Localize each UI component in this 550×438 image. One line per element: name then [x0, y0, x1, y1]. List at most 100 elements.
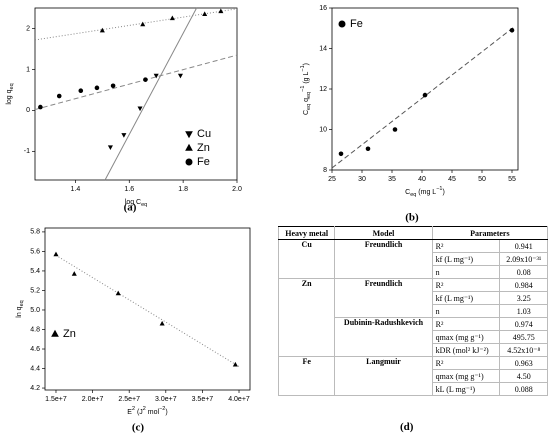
marker	[137, 106, 143, 112]
label-part: ln q	[16, 306, 23, 317]
y-tick-label: 4.2	[30, 385, 40, 392]
parameter-name: kDR (mol² kJ⁻²)	[431, 343, 501, 357]
legend-label: Cu	[197, 128, 211, 140]
metal-cell: Cu	[277, 239, 336, 279]
marker	[121, 133, 127, 138]
parameter-name: R²	[431, 317, 501, 331]
y-tick-label: 2	[26, 25, 30, 32]
marker	[153, 73, 159, 79]
x-tick-label: 45	[448, 176, 456, 183]
parameter-value: 495.75	[499, 330, 548, 344]
table-row: Cu Freundlich R² 0.941	[277, 239, 548, 279]
marker	[202, 11, 208, 16]
legend-marker	[185, 131, 193, 139]
y-tick-label: 5.8	[30, 229, 40, 236]
y-tick-label: 1	[26, 66, 30, 73]
y-tick-label: 10	[319, 126, 327, 133]
legend-marker	[185, 158, 193, 166]
parameter-value: 2.09x10⁻³¹	[499, 252, 548, 266]
x-tick-label: 1.5e+7	[45, 396, 67, 403]
x-tick-label: 35	[388, 176, 396, 183]
fit-line	[55, 254, 240, 368]
plot-frame	[44, 227, 251, 391]
parameter-value: 0.08	[499, 265, 548, 279]
marker	[218, 8, 224, 14]
label-part: mol	[146, 409, 160, 416]
y-tick-label: 5.6	[30, 248, 40, 255]
marker	[159, 320, 165, 326]
label-part: −1	[436, 186, 442, 192]
y-tick-label: 0	[26, 107, 30, 114]
x-tick-label: 2.5e+7	[118, 396, 140, 403]
parameter-value: 4.52x10⁻⁸	[499, 343, 548, 357]
fit-line	[34, 54, 238, 111]
y-axis-label: ln qeq	[16, 300, 26, 317]
marker	[78, 88, 84, 94]
marker	[115, 290, 121, 296]
marker	[232, 361, 238, 367]
parameter-value: 0.963	[499, 356, 548, 370]
y-tick-label: 5.4	[30, 268, 40, 275]
marker	[71, 271, 77, 276]
y-axis-label: Ceq qeq−1 (g L−1)	[300, 63, 312, 115]
model-cell: Langmuir	[334, 356, 433, 396]
parameter-value: 0.941	[499, 239, 548, 253]
x-axis-label: Ceq (mg L−1)	[405, 186, 445, 198]
legend-label: Fe	[350, 18, 363, 30]
parameter-name: kL (L mg⁻¹)	[431, 382, 501, 396]
y-tick-label: 12	[319, 86, 327, 93]
label-part: )	[442, 189, 444, 196]
table-row: kL (L mg⁻¹) 0.088	[279, 382, 548, 396]
marker	[338, 151, 344, 157]
parameter-name: qmax (mg g⁻¹)	[431, 369, 501, 383]
marker	[143, 77, 148, 82]
x-tick-label: 30	[358, 176, 366, 183]
label-part: eq	[141, 202, 147, 208]
parameter-name: R²	[431, 278, 501, 292]
x-axis-label: log Ceq	[125, 199, 147, 209]
x-tick-label: 1.8	[178, 186, 188, 193]
header-cell: Model	[334, 226, 433, 240]
label-part: (g L	[303, 71, 310, 85]
marker	[107, 145, 113, 150]
y-tick-label: 5.0	[30, 307, 40, 314]
table-row: Fe Langmuir R² 0.963	[277, 356, 548, 396]
label-part: −1	[300, 65, 306, 71]
panel-label: (d)	[400, 421, 414, 433]
label-part: )	[303, 63, 310, 65]
x-tick-label: 3.0e+7	[155, 396, 177, 403]
legend-marker	[51, 329, 59, 337]
y-tick-label: -1	[24, 148, 30, 155]
table-row: Zn Freundlich R² 0.984	[277, 278, 548, 357]
label-part: −1	[300, 86, 306, 92]
plot-frame	[331, 7, 519, 171]
label-part: E	[127, 409, 132, 416]
parameter-name: kf (L mg⁻¹)	[431, 291, 501, 305]
model-cell: Freundlich	[334, 239, 433, 279]
label-part: eq	[19, 300, 25, 306]
parameter-value: 3.25	[499, 291, 548, 305]
panel-label: (a)	[124, 202, 137, 214]
table-row: qmax (mg g⁻¹) 4.50	[279, 369, 548, 383]
legend-label: Zn	[63, 328, 76, 340]
legend-marker	[185, 143, 193, 151]
parameter-name: R²	[431, 239, 501, 253]
label-part: log q	[6, 89, 13, 104]
metal-cell: Zn	[277, 278, 336, 357]
label-part: 2	[143, 406, 146, 412]
table-row: Dubinin-Radushkevich R² 0.974	[279, 317, 548, 357]
parameter-name: n	[431, 265, 501, 279]
parameter-value: 0.974	[499, 317, 548, 331]
y-tick-label: 14	[319, 45, 327, 52]
parameter-value: 0.984	[499, 278, 548, 292]
table-row: n 1.03	[279, 304, 548, 318]
label-part: C	[303, 110, 310, 115]
parameter-name: kf (L mg⁻¹)	[431, 252, 501, 266]
label-part: eq	[410, 192, 416, 198]
x-tick-label: 1.6	[124, 186, 134, 193]
legend-label: Zn	[197, 142, 210, 154]
